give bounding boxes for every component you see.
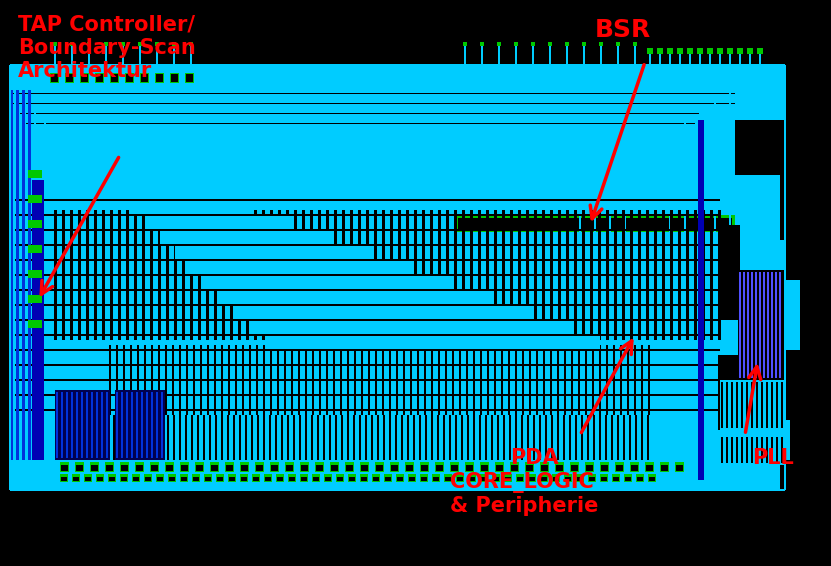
Text: PLL: PLL xyxy=(752,448,794,468)
Text: TAP Controller/
Boundary-Scan
Architektur: TAP Controller/ Boundary-Scan Architektu… xyxy=(18,15,196,82)
Text: PDA: PDA xyxy=(510,448,558,468)
Text: BSR: BSR xyxy=(595,18,652,42)
Text: CORE_LOGIC
& Peripherie: CORE_LOGIC & Peripherie xyxy=(450,472,598,516)
